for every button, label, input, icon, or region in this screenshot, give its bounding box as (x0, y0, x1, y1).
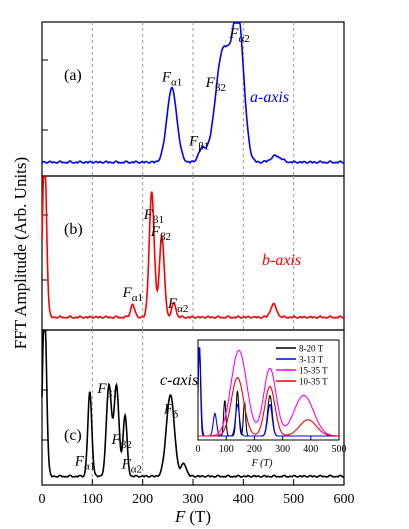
x-tick-label-600: 600 (334, 492, 355, 507)
x-axis-label: F (T) (174, 507, 211, 526)
peak-label-a-0: Fα1 (161, 69, 182, 88)
peak-label-a-2: Fβ2 (205, 75, 226, 94)
peak-label-b-3: Fα2 (167, 296, 188, 315)
peak-label-sub: δ (173, 409, 178, 421)
peak-label-sub: β2 (215, 82, 226, 94)
peak-label-letter: F (150, 224, 161, 240)
panel-c-grid (91, 330, 144, 485)
peak-label-letter: F (161, 69, 172, 85)
inset-chart: 0 100 200 300 400 500 8-20 T3-13 T15-35 T10-3… (196, 339, 347, 469)
peak-label-letter: F (205, 75, 216, 91)
peak-label-a-3: Fα2 (228, 26, 249, 45)
panel-c-label: (c) (64, 427, 82, 444)
peak-label-letter: F (188, 133, 199, 149)
peak-label-letter: F (111, 432, 122, 448)
peak-label-a-1: Fβ1 (188, 133, 209, 152)
x-tick-label-500: 500 (283, 492, 304, 507)
x-tick-label-0: 0 (39, 492, 46, 507)
inset-series-line-3 (198, 376, 339, 437)
inset-x-tick-label-400: 400 (303, 444, 318, 455)
peak-label-letter: F (143, 207, 154, 223)
peak-label-b-2: Fβ2 (150, 224, 171, 243)
series-line-c-axis (41, 330, 344, 479)
legend-label-3: 10-35 T (299, 377, 328, 387)
inset-xlabel: F (T) (251, 458, 274, 469)
peak-label-sub: β2 (160, 231, 171, 243)
panel-a-grid (91, 22, 295, 176)
axis-label-c: c-axis (160, 372, 198, 389)
series-line-b-axis (41, 176, 345, 320)
peak-label-sub: β1 (153, 214, 164, 226)
legend-label-0: 8-20 T (299, 344, 324, 354)
x-tick-label-300: 300 (183, 492, 204, 507)
y-axis-label: FFT Amplitude (Arb. Units) (11, 157, 30, 349)
peak-label-sub: β1 (198, 140, 209, 152)
legend-label-2: 15-35 T (299, 366, 328, 376)
peak-label-letter: F (228, 26, 239, 42)
peak-label-b-1: Fβ1 (143, 207, 164, 226)
legend-label-1: 3-13 T (299, 355, 324, 365)
x-ticks: 0 100 200 300 400 500 600 (39, 479, 355, 507)
peak-label-c-2: Fβ2 (111, 432, 132, 451)
peak-label-sub: β2 (121, 439, 132, 451)
inset-x-tick-label-500: 500 (332, 444, 347, 455)
peak-label-letter: F (121, 457, 132, 473)
inset-x-tick-label-200: 200 (247, 444, 262, 455)
peak-label-letter: F (167, 296, 178, 312)
panel-b-grid (91, 176, 295, 330)
peak-label-sub: α1 (171, 76, 182, 88)
x-axis-label-unit: (T) (189, 507, 211, 526)
x-axis-label-var: F (174, 507, 186, 526)
inset-series-line-1 (197, 347, 339, 437)
peak-label-b-0: Fα1 (122, 285, 143, 304)
peak-label-c-0: Fα1 (74, 453, 95, 472)
peak-label-letter: F (163, 402, 174, 418)
inset-x-tick-label-300: 300 (275, 444, 290, 455)
x-tick-label-400: 400 (233, 492, 254, 507)
peak-label-letter: F (96, 381, 107, 397)
inset-legend: 8-20 T3-13 T15-35 T10-35 T (276, 344, 328, 387)
peak-label-sub: α2 (131, 464, 142, 476)
peak-label-c-3: Fα2 (121, 457, 142, 476)
panel-a-label: (a) (64, 67, 82, 84)
peak-label-c-1: Fβ1 (96, 381, 117, 400)
inset-ticks: 0 100 200 300 400 500 (196, 436, 347, 455)
panel-a-frame (41, 21, 345, 177)
peak-label-sub: β1 (107, 388, 118, 400)
inset-x-tick-label-0: 0 (196, 444, 201, 455)
panel-b-label: (b) (64, 221, 83, 238)
peak-label-sub: α1 (84, 460, 95, 472)
peak-label-sub: α2 (177, 303, 188, 315)
inset-series-line-2 (198, 350, 339, 437)
peak-label-c-4: Fδ (163, 402, 178, 421)
axis-label-b: b-axis (262, 252, 301, 269)
peak-label-letter: F (122, 285, 133, 301)
inset-x-tick-label-100: 100 (219, 444, 234, 455)
peak-label-letter: F (74, 453, 85, 469)
axis-label-a: a-axis (250, 89, 289, 106)
peak-label-sub: α1 (132, 292, 143, 304)
x-tick-label-100: 100 (82, 492, 103, 507)
x-tick-label-200: 200 (132, 492, 153, 507)
series-line-a-axis (41, 22, 345, 165)
peak-label-sub: α2 (238, 33, 249, 45)
inset-curves (197, 347, 339, 437)
